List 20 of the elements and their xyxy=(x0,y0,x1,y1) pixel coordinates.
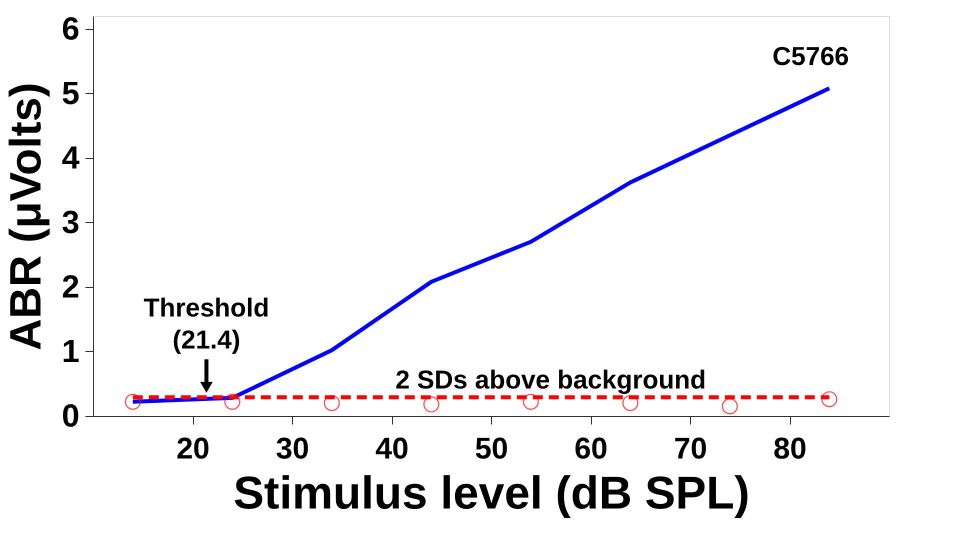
y-tick-label: 1 xyxy=(62,332,80,369)
y-tick-label: 3 xyxy=(62,204,80,240)
x-tick-label: 40 xyxy=(375,432,409,466)
y-tick-label: 5 xyxy=(62,74,80,111)
y-axis-title: ABR (μVolts) xyxy=(2,82,51,351)
line-series xyxy=(130,86,832,404)
annotation: 2 SDs above background xyxy=(395,364,706,394)
x-tick-label: 20 xyxy=(176,432,210,466)
x-tick-label: 70 xyxy=(674,432,708,466)
y-tick-label: 4 xyxy=(62,139,80,176)
x-tick-label: 60 xyxy=(574,432,608,466)
x-tick-label: 30 xyxy=(276,432,310,466)
y-tick-label: 0 xyxy=(62,398,80,434)
annotation: C5766 xyxy=(772,41,849,71)
annotation: Threshold (21.4) xyxy=(144,292,270,354)
y-tick-label: 2 xyxy=(62,268,80,304)
y-tick-label: 6 xyxy=(62,10,80,46)
x-tick-label: 50 xyxy=(474,432,508,466)
x-axis-title: Stimulus level (dB SPL) xyxy=(233,466,750,518)
x-tick-label: 80 xyxy=(773,432,807,466)
